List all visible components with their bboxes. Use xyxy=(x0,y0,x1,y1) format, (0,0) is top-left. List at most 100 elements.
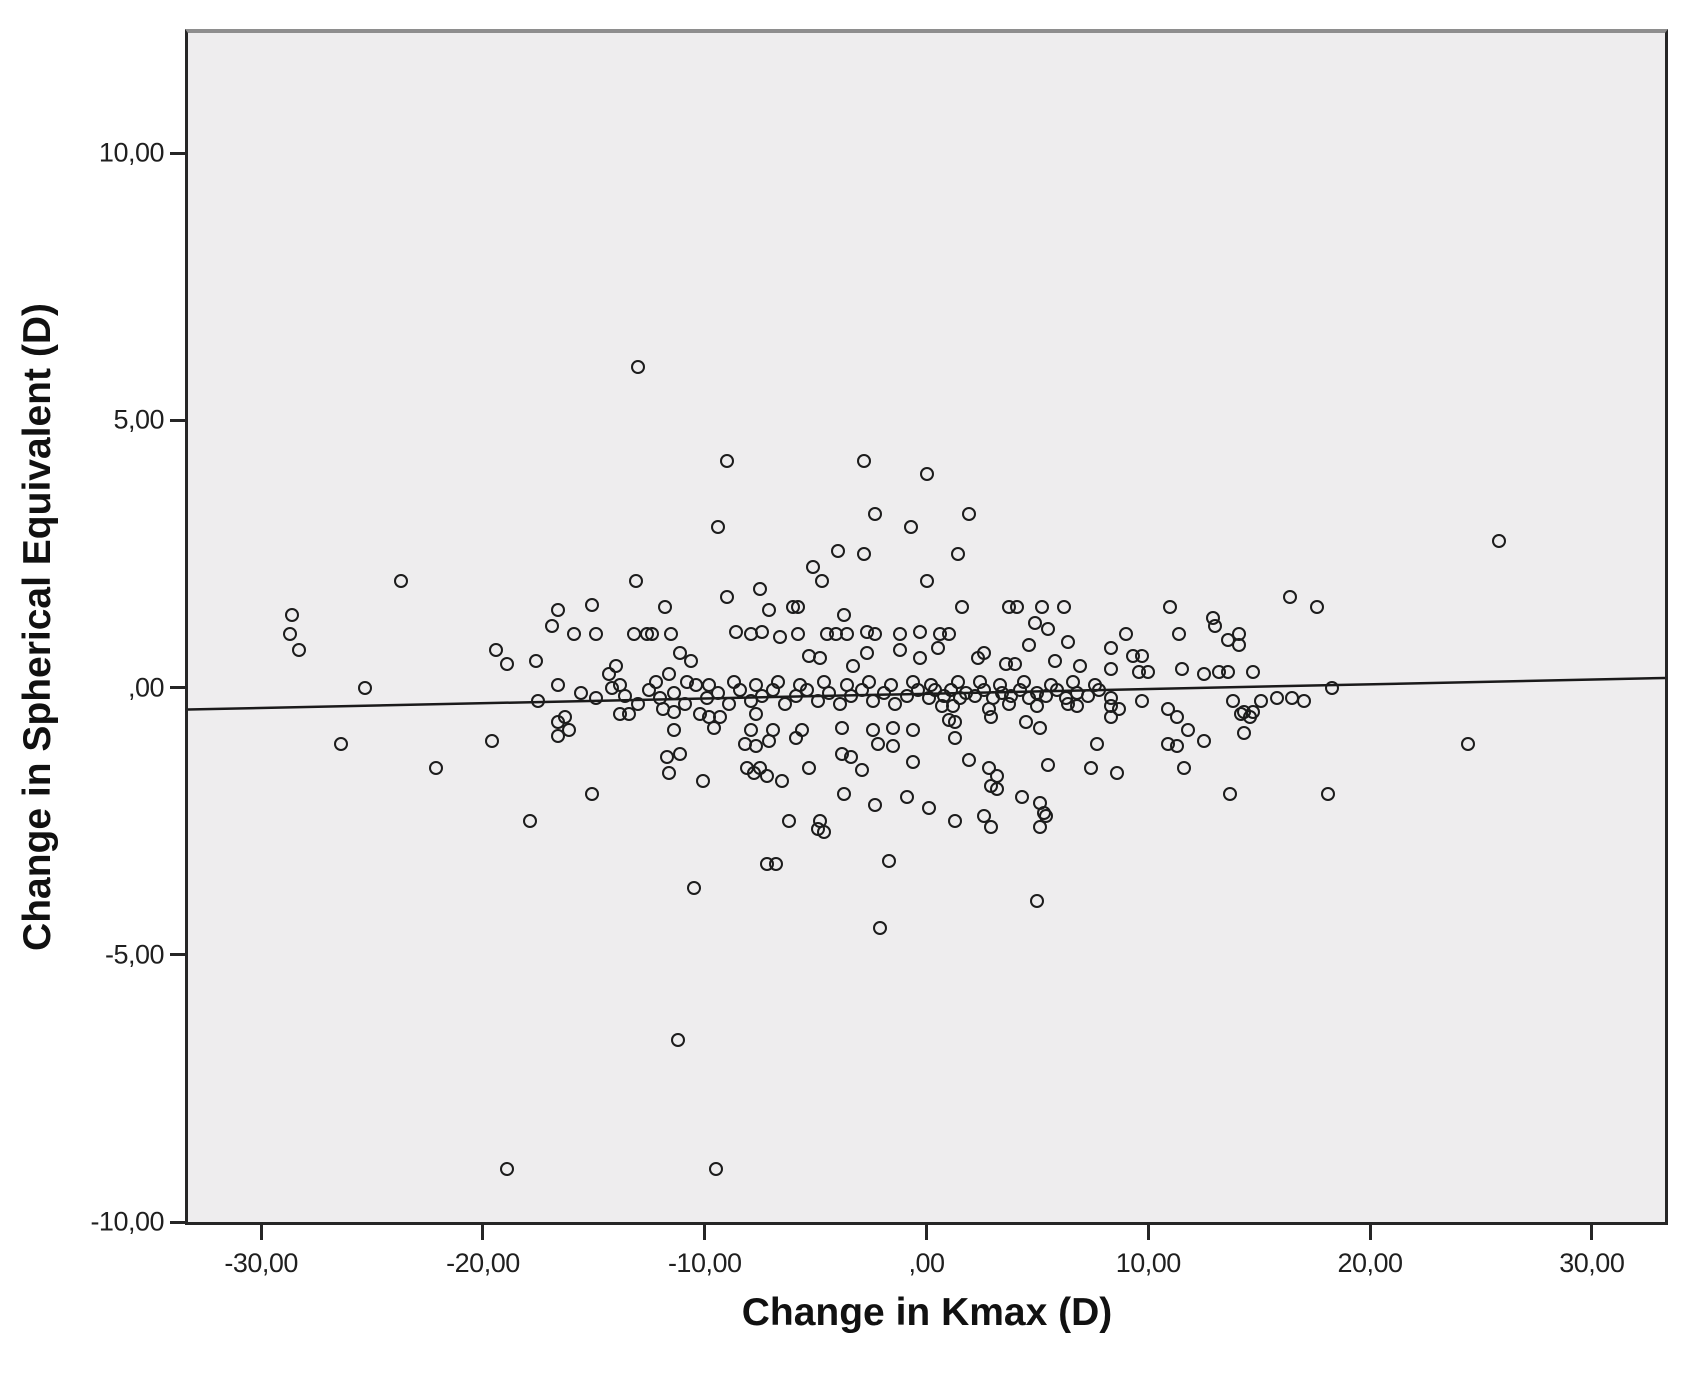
scatter-point xyxy=(790,600,805,615)
scatter-point xyxy=(1041,758,1056,773)
scatter-point xyxy=(728,624,743,639)
scatter-point xyxy=(793,677,808,692)
scatter-point xyxy=(948,814,963,829)
scatter-point xyxy=(1134,693,1149,708)
scatter-point xyxy=(1061,635,1076,650)
scatter-point xyxy=(1039,808,1054,823)
x-axis-tick-label: -20,00 xyxy=(446,1248,520,1278)
scatter-point xyxy=(815,573,830,588)
scatter-point xyxy=(1174,661,1189,676)
scatter-point xyxy=(551,603,566,618)
scatter-point xyxy=(946,699,961,714)
scatter-point xyxy=(839,677,854,692)
scatter-point xyxy=(522,814,537,829)
scatter-point xyxy=(1176,760,1191,775)
scatter-point xyxy=(775,774,790,789)
scatter-point xyxy=(886,739,901,754)
scatter-point xyxy=(719,453,734,468)
scatter-point xyxy=(1056,600,1071,615)
scatter-point xyxy=(872,921,887,936)
scatter-point xyxy=(906,675,921,690)
y-axis-tick xyxy=(170,418,185,422)
scatter-point xyxy=(666,685,681,700)
scatter-point xyxy=(1030,894,1045,909)
scatter-point xyxy=(835,720,850,735)
scatter-point xyxy=(1034,600,1049,615)
scatter-point xyxy=(753,581,768,596)
scatter-point xyxy=(1460,736,1475,751)
scatter-point xyxy=(666,723,681,738)
scatter-point xyxy=(903,520,918,535)
scatter-point xyxy=(923,677,938,692)
scatter-point xyxy=(948,715,963,730)
x-axis-tick xyxy=(1590,1225,1594,1240)
scatter-point xyxy=(1134,648,1149,663)
scatter-point xyxy=(722,696,737,711)
scatter-point xyxy=(626,627,641,642)
scatter-point xyxy=(695,774,710,789)
scatter-point xyxy=(899,790,914,805)
scatter-point xyxy=(1048,653,1063,668)
scatter-point xyxy=(584,787,599,802)
scatter-point xyxy=(1207,619,1222,634)
scatter-point xyxy=(950,547,965,562)
scatter-point xyxy=(1103,710,1118,724)
scatter-point xyxy=(529,653,544,668)
scatter-point xyxy=(291,643,306,658)
scatter-point xyxy=(1325,680,1340,695)
scatter-point xyxy=(1103,640,1118,655)
scatter-point xyxy=(1030,699,1045,714)
plot-area xyxy=(185,29,1668,1225)
scatter-point xyxy=(1221,632,1236,647)
scatter-point xyxy=(906,755,921,770)
scatter-point xyxy=(1221,664,1236,679)
scatter-point xyxy=(972,675,987,690)
scatter-point xyxy=(631,359,646,374)
scatter-point xyxy=(833,696,847,711)
scatter-point xyxy=(1043,677,1058,692)
y-axis-tick-label: ,00 xyxy=(127,672,165,703)
scatter-point xyxy=(484,734,499,749)
scatter-point xyxy=(990,782,1005,797)
scatter-point xyxy=(1245,664,1260,679)
scatter-point xyxy=(886,720,901,735)
scatter-point xyxy=(773,629,788,644)
scatter-point xyxy=(806,560,821,575)
scatter-point xyxy=(755,624,770,639)
scatter-point xyxy=(1119,627,1134,642)
scatter-point xyxy=(912,651,927,666)
scatter-point xyxy=(1090,736,1105,751)
scatter-point xyxy=(1170,710,1185,724)
y-axis-tick-label: -5,00 xyxy=(104,939,165,970)
scatter-point xyxy=(1010,600,1025,615)
scatter-point xyxy=(489,643,504,658)
scatter-point xyxy=(589,627,604,642)
scatter-point xyxy=(868,798,883,813)
scatter-point xyxy=(950,675,965,690)
scatter-point xyxy=(622,707,637,722)
scatter-point xyxy=(613,677,628,692)
scatter-point xyxy=(855,763,870,778)
scatter-point xyxy=(892,643,907,658)
scatter-point xyxy=(719,589,734,604)
scatter-point xyxy=(664,627,679,642)
x-axis-tick xyxy=(703,1225,707,1240)
scatter-point xyxy=(884,677,899,692)
scatter-point xyxy=(746,766,761,781)
scatter-point xyxy=(1296,693,1311,708)
scatter-point xyxy=(941,627,956,642)
scatter-point xyxy=(788,731,803,746)
scatter-point xyxy=(782,814,796,829)
x-axis-tick xyxy=(481,1225,485,1240)
scatter-point xyxy=(1008,656,1023,671)
scatter-point xyxy=(1028,616,1043,631)
scatter-point xyxy=(1320,787,1335,802)
scatter-point xyxy=(1141,664,1156,679)
scatter-point xyxy=(673,645,688,660)
scatter-point xyxy=(679,675,694,690)
scatter-point xyxy=(602,667,617,682)
scatter-point xyxy=(706,720,721,735)
scatter-point xyxy=(666,704,681,719)
scatter-point xyxy=(810,693,825,708)
